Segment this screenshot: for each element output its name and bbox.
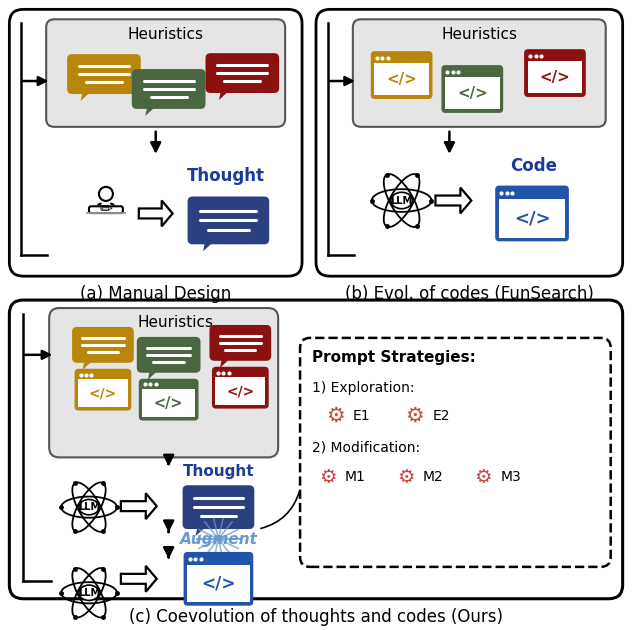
FancyBboxPatch shape <box>142 389 195 417</box>
FancyBboxPatch shape <box>524 49 586 97</box>
Text: ⚙: ⚙ <box>405 406 424 425</box>
Polygon shape <box>220 359 230 368</box>
Text: ⚙: ⚙ <box>319 468 337 487</box>
Ellipse shape <box>391 192 412 209</box>
FancyBboxPatch shape <box>72 327 134 363</box>
Text: </>: </> <box>154 396 183 411</box>
Text: Augment: Augment <box>179 532 257 546</box>
Text: Heuristics: Heuristics <box>137 316 213 331</box>
Polygon shape <box>148 370 158 380</box>
FancyBboxPatch shape <box>495 186 569 241</box>
Text: LLM: LLM <box>78 502 100 512</box>
FancyBboxPatch shape <box>9 300 623 598</box>
Text: </>: </> <box>89 386 117 400</box>
FancyBboxPatch shape <box>371 51 432 99</box>
Text: M2: M2 <box>423 470 443 484</box>
Text: ⚙: ⚙ <box>397 468 415 487</box>
FancyBboxPatch shape <box>300 338 611 567</box>
FancyBboxPatch shape <box>187 565 250 602</box>
Text: </>: </> <box>386 72 417 87</box>
Text: 2) Modification:: 2) Modification: <box>312 440 420 454</box>
Text: ⚙: ⚙ <box>325 406 344 425</box>
FancyBboxPatch shape <box>89 206 123 213</box>
Text: </>: </> <box>540 70 570 85</box>
Text: </>: </> <box>226 384 255 398</box>
Text: Code: Code <box>197 589 240 604</box>
Polygon shape <box>80 92 90 101</box>
Text: </>: </> <box>201 575 236 593</box>
FancyBboxPatch shape <box>9 9 302 276</box>
Text: E2: E2 <box>432 408 450 423</box>
Text: Code: Code <box>511 157 557 175</box>
Text: </>: </> <box>457 86 488 101</box>
Polygon shape <box>121 493 157 519</box>
FancyBboxPatch shape <box>183 552 253 605</box>
FancyBboxPatch shape <box>212 367 269 409</box>
FancyBboxPatch shape <box>67 54 141 94</box>
Text: LLM: LLM <box>78 588 100 598</box>
FancyBboxPatch shape <box>78 379 128 407</box>
Polygon shape <box>139 200 173 226</box>
Polygon shape <box>219 91 229 100</box>
Text: M1: M1 <box>345 470 366 484</box>
Polygon shape <box>83 361 92 370</box>
Text: Thought: Thought <box>186 166 264 185</box>
Text: (a) Manual Design: (a) Manual Design <box>80 285 231 303</box>
Text: Prompt Strategies:: Prompt Strategies: <box>312 350 476 365</box>
FancyBboxPatch shape <box>75 369 131 411</box>
Polygon shape <box>145 107 155 116</box>
FancyBboxPatch shape <box>183 485 254 529</box>
Text: Heuristics: Heuristics <box>128 26 204 42</box>
FancyBboxPatch shape <box>205 53 279 93</box>
FancyBboxPatch shape <box>441 65 503 113</box>
FancyBboxPatch shape <box>139 379 198 421</box>
FancyBboxPatch shape <box>188 197 269 244</box>
Text: ✏: ✏ <box>99 202 112 217</box>
Text: (b) Evol. of codes (FunSearch): (b) Evol. of codes (FunSearch) <box>345 285 593 303</box>
Text: 1) Exploration:: 1) Exploration: <box>312 381 415 394</box>
Text: LLM: LLM <box>391 195 413 205</box>
Text: </>: </> <box>514 210 550 227</box>
Text: ⚙: ⚙ <box>475 468 492 487</box>
FancyBboxPatch shape <box>216 377 265 405</box>
Text: E1: E1 <box>353 408 370 423</box>
Ellipse shape <box>79 585 99 600</box>
FancyBboxPatch shape <box>316 9 623 276</box>
Text: (c) Coevolution of thoughts and codes (Ours): (c) Coevolution of thoughts and codes (O… <box>129 608 503 626</box>
FancyBboxPatch shape <box>528 61 582 93</box>
Polygon shape <box>195 527 205 536</box>
Polygon shape <box>121 566 157 592</box>
Text: Heuristics: Heuristics <box>441 26 517 42</box>
Text: Thought: Thought <box>183 464 254 479</box>
Polygon shape <box>203 243 213 251</box>
FancyBboxPatch shape <box>353 20 605 127</box>
FancyBboxPatch shape <box>445 77 500 110</box>
FancyBboxPatch shape <box>49 308 278 457</box>
Text: M3: M3 <box>500 470 521 484</box>
FancyBboxPatch shape <box>374 63 429 96</box>
Ellipse shape <box>79 500 99 515</box>
FancyBboxPatch shape <box>137 337 200 373</box>
Polygon shape <box>435 188 471 214</box>
FancyBboxPatch shape <box>132 69 205 109</box>
FancyBboxPatch shape <box>499 200 566 238</box>
FancyBboxPatch shape <box>209 325 271 361</box>
FancyBboxPatch shape <box>46 20 285 127</box>
